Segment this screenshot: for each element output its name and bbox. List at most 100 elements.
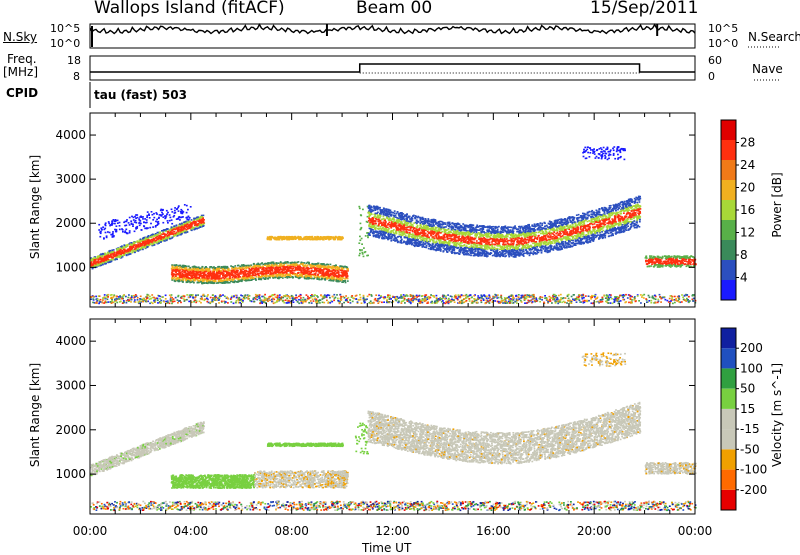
- power-data-point: [107, 259, 109, 261]
- power-data-point: [166, 210, 168, 212]
- power-data-point: [159, 232, 161, 234]
- power-data-point: [598, 214, 600, 216]
- power-data-point: [165, 215, 167, 217]
- power-data-point: [181, 223, 183, 225]
- power-data-point: [95, 263, 97, 265]
- power-data-point: [119, 256, 121, 258]
- power-data-point: [202, 221, 204, 223]
- power-data-point: [119, 222, 121, 224]
- power-data-point: [138, 218, 140, 220]
- power-data-point: [179, 219, 181, 221]
- power-data-point: [199, 276, 201, 278]
- power-data-point: [359, 249, 361, 251]
- power-data-point: [150, 223, 152, 225]
- power-data-point: [142, 238, 144, 240]
- power-data-point: [360, 229, 362, 231]
- power-data-point: [165, 229, 167, 231]
- power-data-point: [99, 236, 101, 238]
- power-data-point: [94, 261, 96, 263]
- power-data-point: [112, 251, 114, 253]
- power-data-point: [253, 263, 255, 265]
- power-data-point: [342, 275, 344, 277]
- power-data-point: [207, 273, 209, 275]
- power-data-point: [117, 220, 119, 222]
- power-data-point: [241, 281, 243, 283]
- power-data-point: [263, 269, 265, 271]
- power-data-point: [123, 254, 125, 256]
- power-data-point: [171, 229, 173, 231]
- power-data-point: [266, 270, 268, 272]
- power-data-point: [166, 239, 168, 241]
- power-data-point: [185, 217, 187, 219]
- power-data-point: [123, 222, 125, 224]
- power-data-point: [194, 268, 196, 270]
- power-data-point: [153, 217, 155, 219]
- power-data-point: [200, 278, 202, 280]
- power-data-point: [194, 223, 196, 225]
- power-data-point: [538, 235, 540, 237]
- power-data-point: [151, 234, 153, 236]
- power-data-point: [142, 249, 144, 251]
- power-data-point: [96, 265, 98, 267]
- power-data-point: [229, 275, 231, 277]
- power-data-point: [91, 262, 93, 264]
- power-data-point: [129, 232, 131, 234]
- power-data-point: [339, 279, 341, 281]
- power-data-point: [158, 242, 160, 244]
- power-data-point: [174, 207, 176, 209]
- power-data-point: [241, 279, 243, 281]
- power-data-point: [283, 262, 285, 264]
- power-data-point: [273, 265, 275, 267]
- power-data-point: [377, 212, 379, 214]
- power-data-point: [132, 224, 134, 226]
- power-data-point: [198, 280, 200, 282]
- power-data-point: [635, 214, 637, 216]
- power-data-point: [341, 238, 343, 240]
- power-data-point: [140, 223, 142, 225]
- power-data-point: [193, 218, 195, 220]
- power-data-point: [204, 271, 206, 273]
- power-data-point: [180, 275, 182, 277]
- power-data-point: [158, 236, 160, 238]
- power-data-point: [332, 278, 334, 280]
- power-data-point: [191, 219, 193, 221]
- power-data-point: [154, 244, 156, 246]
- power-data-point: [262, 277, 264, 279]
- power-data-point: [160, 241, 162, 243]
- freq-trace: [90, 64, 695, 72]
- power-data-point: [106, 255, 108, 257]
- power-data-point: [201, 216, 203, 218]
- power-data-point: [189, 273, 191, 275]
- power-data-point: [214, 280, 216, 282]
- power-data-point: [319, 272, 321, 274]
- power-data-point: [358, 242, 360, 244]
- power-data-point: [235, 271, 237, 273]
- power-data-point: [172, 278, 174, 280]
- power-data-point: [257, 268, 259, 270]
- nsky-trace: [90, 25, 695, 34]
- power-data-point: [167, 222, 169, 224]
- power-data-point: [318, 270, 320, 272]
- power-data-point: [148, 243, 150, 245]
- power-data-point: [333, 272, 335, 274]
- power-data-point: [598, 218, 600, 220]
- power-data-point: [186, 275, 188, 277]
- power-data-point: [95, 259, 97, 261]
- power-data-point: [278, 262, 280, 264]
- power-data-point: [129, 217, 131, 219]
- power-data-point: [435, 246, 437, 248]
- power-data-point: [232, 281, 234, 283]
- power-data-point: [193, 227, 195, 229]
- power-data-point: [212, 273, 214, 275]
- power-data-point: [329, 271, 331, 273]
- power-data-point: [114, 259, 116, 261]
- power-data-point: [332, 236, 334, 238]
- power-data-point: [308, 268, 310, 270]
- power-data-point: [212, 276, 214, 278]
- power-data-point: [140, 243, 142, 245]
- power-data-point: [275, 266, 277, 268]
- power-data-point: [127, 244, 129, 246]
- power-data-point: [123, 246, 125, 248]
- power-data-point: [110, 261, 112, 263]
- power-data-point: [140, 216, 142, 218]
